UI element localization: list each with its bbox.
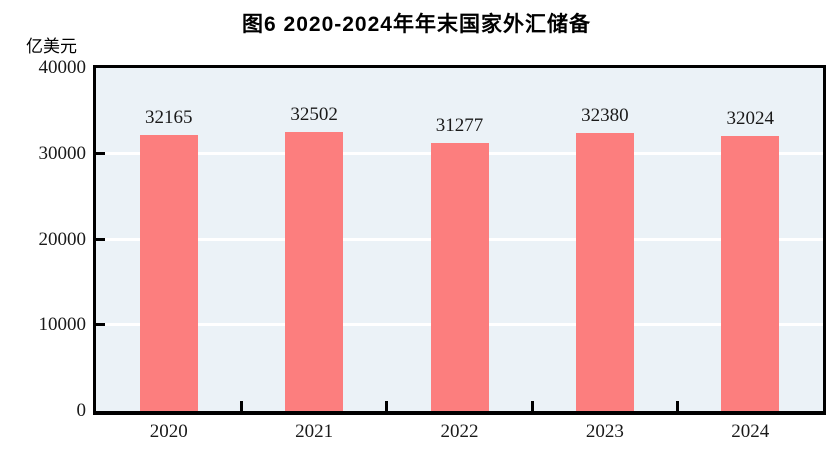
bar-value-label-2023: 32380 (581, 105, 629, 127)
bar-2020 (139, 135, 198, 411)
bar-2023 (575, 133, 634, 411)
bar-value-label-2022: 31277 (435, 114, 484, 136)
x-tick-label-2024: 2024 (731, 421, 770, 442)
y-tick-label-0: 0 (76, 400, 87, 421)
x-tick-label-2020: 2020 (149, 421, 188, 442)
x-tick-label-2021: 2021 (295, 421, 334, 442)
x-axis-tick-4 (676, 401, 680, 411)
x-axis-tick-2 (385, 401, 389, 411)
chart-title: 图6 2020-2024年年末国家外汇储备 (242, 13, 591, 36)
y-axis-tick-20000 (96, 237, 105, 241)
y-tick-label-20000: 20000 (38, 228, 87, 250)
x-tick-label-2023: 2023 (585, 421, 624, 442)
x-tick-label-2022: 2022 (440, 421, 479, 442)
x-axis-tick-1 (239, 401, 243, 411)
bar-2022 (430, 142, 489, 411)
plot-area (93, 65, 826, 415)
x-axis-tick-3 (530, 401, 534, 411)
bar-2021 (285, 132, 344, 411)
y-axis-tick-10000 (96, 323, 105, 327)
bar-value-label-2021: 32502 (290, 104, 338, 126)
plot-inner-area (96, 68, 823, 411)
bar-2024 (721, 136, 780, 411)
y-axis-tick-30000 (96, 151, 105, 155)
bar-value-label-2024: 32024 (726, 108, 775, 130)
y-tick-label-30000: 30000 (38, 142, 87, 164)
y-tick-label-10000: 10000 (38, 314, 87, 336)
y-tick-label-40000: 40000 (38, 57, 87, 78)
bar-value-label-2020: 32165 (144, 107, 193, 129)
y-axis-unit-label: 亿美元 (26, 37, 77, 56)
